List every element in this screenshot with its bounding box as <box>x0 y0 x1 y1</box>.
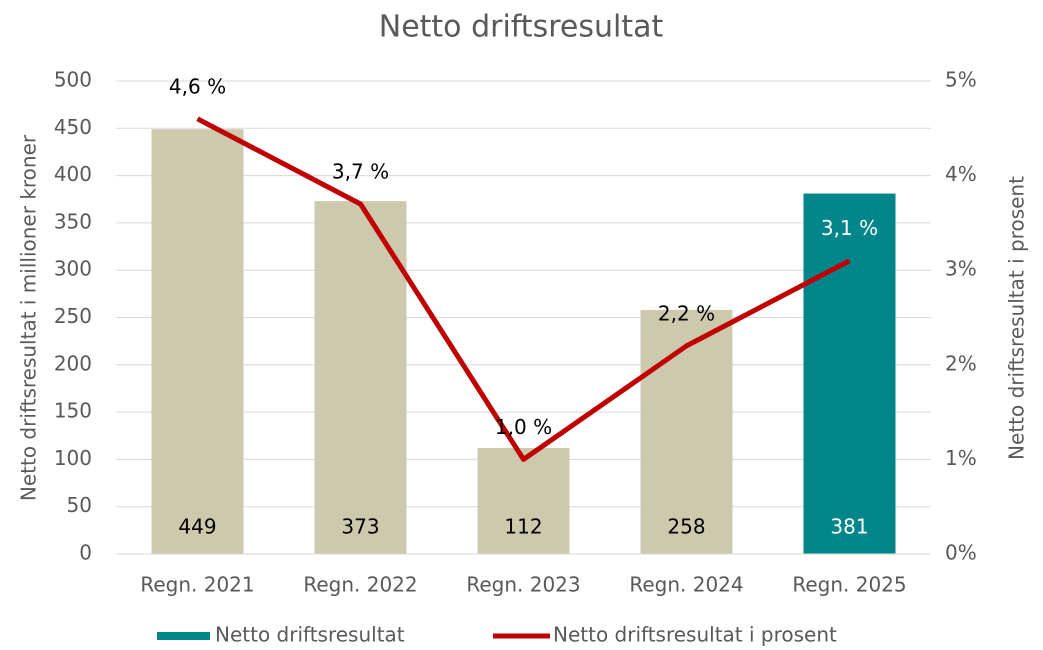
y2-tick-label: 3% <box>945 257 977 281</box>
legend-swatch <box>157 632 210 640</box>
y-tick-label: 250 <box>54 304 92 328</box>
y2-tick-label: 2% <box>945 351 977 375</box>
y2-tick-label: 1% <box>945 446 977 470</box>
y-tick-label: 200 <box>54 351 92 375</box>
bar-value-label: 381 <box>830 515 868 539</box>
x-tick-label: Regn. 2024 <box>629 573 743 597</box>
legend-label: Netto driftsresultat <box>215 623 405 647</box>
bar <box>314 201 407 554</box>
line-value-label: 3,1 % <box>821 216 878 240</box>
bar <box>640 309 733 554</box>
line-value-label: 3,7 % <box>332 159 389 183</box>
y-tick-label: 150 <box>54 399 92 423</box>
x-tick-label: Regn. 2022 <box>303 573 417 597</box>
y-tick-label: 0 <box>79 541 92 565</box>
y-axis-title: Netto driftsresultat i millioner kroner <box>17 134 41 501</box>
bar <box>151 129 244 554</box>
bar-value-label: 112 <box>504 515 542 539</box>
line <box>196 116 851 462</box>
y-tick-label: 100 <box>54 446 92 470</box>
line-value-label: 4,6 % <box>169 74 226 98</box>
bar <box>803 193 896 554</box>
line-value-label: 1,0 % <box>495 415 552 439</box>
y2-tick-label: 5% <box>945 68 977 92</box>
bar-value-label: 449 <box>178 515 216 539</box>
y-tick-label: 300 <box>54 257 92 281</box>
y-tick-label: 50 <box>67 493 92 517</box>
line-value-label: 2,2 % <box>658 301 715 325</box>
y2-tick-label: 0% <box>945 541 977 565</box>
bar-value-label: 258 <box>667 515 705 539</box>
y2-axis-title: Netto driftsresultat i prosent <box>1005 176 1029 460</box>
bar-value-label: 373 <box>341 515 379 539</box>
x-tick-label: Regn. 2023 <box>466 573 580 597</box>
legend-label: Netto driftsresultat i prosent <box>553 623 837 647</box>
y-tick-label: 450 <box>54 115 92 139</box>
x-tick-label: Regn. 2021 <box>140 573 254 597</box>
chart-title: Netto driftsresultat <box>379 10 664 45</box>
y-tick-label: 350 <box>54 209 92 233</box>
y-tick-label: 500 <box>54 68 92 92</box>
x-tick-label: Regn. 2025 <box>792 573 906 597</box>
y2-tick-label: 4% <box>945 162 977 186</box>
bar <box>477 448 570 554</box>
y-tick-label: 400 <box>54 162 92 186</box>
